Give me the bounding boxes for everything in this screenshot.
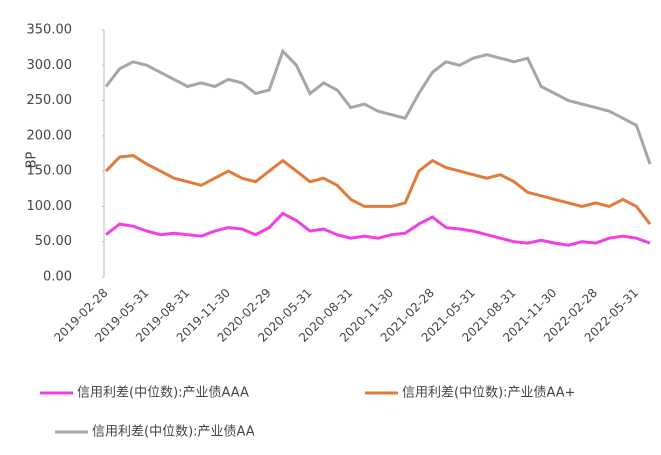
y-tick-label: 300.00 <box>27 58 73 73</box>
legend-label: 信用利差(中位数):产业债AAA <box>77 386 249 401</box>
legend-label: 信用利差(中位数):产业债AA <box>92 425 255 440</box>
line <box>104 154 652 226</box>
y-tick-label: 150.00 <box>27 164 73 179</box>
line <box>104 48 652 165</box>
y-tick-label: 0.00 <box>43 270 72 285</box>
y-axis-label: BP <box>25 151 40 168</box>
legend-label: 信用利差(中位数):产业债AA+ <box>402 386 576 401</box>
y-tick-label: 50.00 <box>35 234 72 249</box>
line <box>105 211 651 247</box>
y-tick-label: 350.00 <box>27 23 73 38</box>
y-tick-label: 200.00 <box>27 128 73 143</box>
y-tick-label: 100.00 <box>27 199 73 214</box>
y-tick-label: 250.00 <box>27 93 73 108</box>
